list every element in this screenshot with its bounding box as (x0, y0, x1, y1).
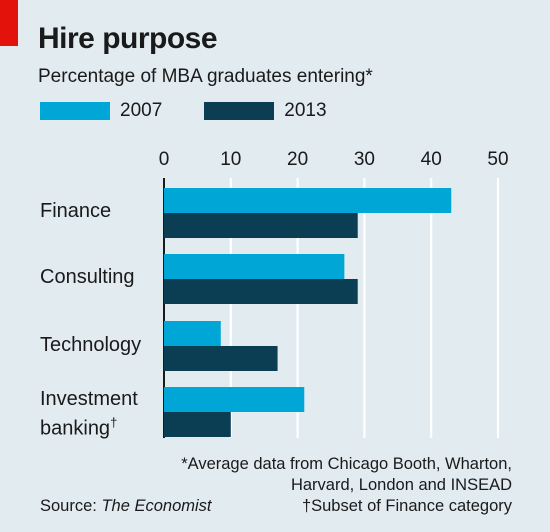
footnote-2: Harvard, London and INSEAD (290, 476, 512, 494)
source-note: Source: The Economist (40, 497, 212, 516)
category-label: Technology (40, 334, 142, 356)
bar-2013 (164, 412, 231, 437)
bar-2013 (164, 346, 278, 371)
brand-tab (0, 0, 18, 46)
x-tick-label: 50 (487, 149, 508, 170)
category-label: Investment banking† (40, 388, 138, 440)
legend-item-2007: 2007 (40, 100, 162, 122)
bar-2007 (164, 387, 305, 412)
bar-2007 (164, 188, 452, 213)
footnote-1: *Average data from Chicago Booth, Wharto… (181, 455, 512, 473)
bar-2007 (164, 254, 345, 279)
legend-label-2013: 2013 (284, 100, 327, 121)
bar-2007 (164, 321, 221, 346)
legend-label-2007: 2007 (120, 100, 163, 121)
bar-2013 (164, 213, 358, 238)
bar-2013 (164, 279, 358, 304)
x-tick-label: 40 (421, 149, 442, 170)
x-tick-label: 0 (159, 149, 170, 170)
source-prefix: Source: (40, 497, 102, 515)
chart-subtitle: Percentage of MBA graduates entering* (38, 66, 373, 87)
category-label: Consulting (40, 266, 135, 288)
x-tick-label: 30 (354, 149, 375, 170)
footnote-3: †Subset of Finance category (301, 497, 512, 515)
legend-swatch-2007 (40, 102, 110, 120)
legend-item-2013: 2013 (204, 100, 327, 122)
source-name: The Economist (101, 497, 212, 515)
legend: 2007 2013 (40, 100, 369, 122)
x-tick-label: 10 (220, 149, 241, 170)
chart-title: Hire purpose (38, 22, 218, 55)
category-label: Finance (40, 200, 112, 222)
x-tick-label: 20 (287, 149, 308, 170)
legend-swatch-2013 (204, 102, 275, 120)
